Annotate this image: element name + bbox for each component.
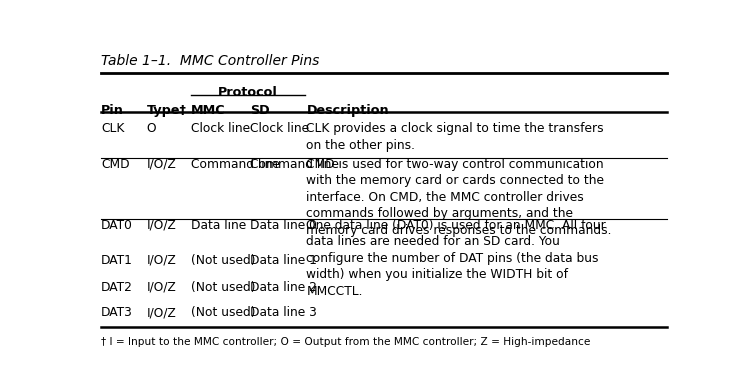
Text: Data line 3: Data line 3 (249, 307, 317, 319)
Text: I/O/Z: I/O/Z (146, 281, 176, 294)
Text: I/O/Z: I/O/Z (146, 254, 176, 267)
Text: Command line: Command line (190, 158, 279, 170)
Text: Table 1–1.  MMC Controller Pins: Table 1–1. MMC Controller Pins (101, 54, 319, 68)
Text: Type†: Type† (146, 103, 187, 117)
Text: Description: Description (306, 103, 389, 117)
Text: I/O/Z: I/O/Z (146, 158, 176, 170)
Text: DAT0: DAT0 (101, 219, 133, 232)
Text: SD: SD (249, 103, 270, 117)
Text: I/O/Z: I/O/Z (146, 219, 176, 232)
Text: Data line 2: Data line 2 (249, 281, 317, 294)
Text: DAT3: DAT3 (101, 307, 133, 319)
Text: CMD: CMD (101, 158, 129, 170)
Text: Data line: Data line (190, 219, 246, 232)
Text: DAT2: DAT2 (101, 281, 133, 294)
Text: (Not used): (Not used) (190, 307, 255, 319)
Text: O: O (146, 122, 156, 135)
Text: Command line: Command line (249, 158, 338, 170)
Text: CLK provides a clock signal to time the transfers
on the other pins.: CLK provides a clock signal to time the … (306, 122, 604, 152)
Text: Pin: Pin (101, 103, 124, 117)
Text: CLK: CLK (101, 122, 124, 135)
Text: Data line 0: Data line 0 (249, 219, 317, 232)
Text: † I = Input to the MMC controller; O = Output from the MMC controller; Z = High-: † I = Input to the MMC controller; O = O… (101, 336, 590, 347)
Text: Clock line: Clock line (190, 122, 249, 135)
Text: (Not used): (Not used) (190, 254, 255, 267)
Text: One data line (DAT0) is used for an MMC. All four
data lines are needed for an S: One data line (DAT0) is used for an MMC.… (306, 219, 606, 298)
Text: Clock line: Clock line (249, 122, 309, 135)
Text: Data line 1: Data line 1 (249, 254, 317, 267)
Text: I/O/Z: I/O/Z (146, 307, 176, 319)
Text: DAT1: DAT1 (101, 254, 133, 267)
Text: CMD is used for two-way control communication
with the memory card or cards conn: CMD is used for two-way control communic… (306, 158, 612, 237)
Text: Protocol: Protocol (217, 86, 278, 99)
Text: (Not used): (Not used) (190, 281, 255, 294)
Text: MMC: MMC (190, 103, 226, 117)
